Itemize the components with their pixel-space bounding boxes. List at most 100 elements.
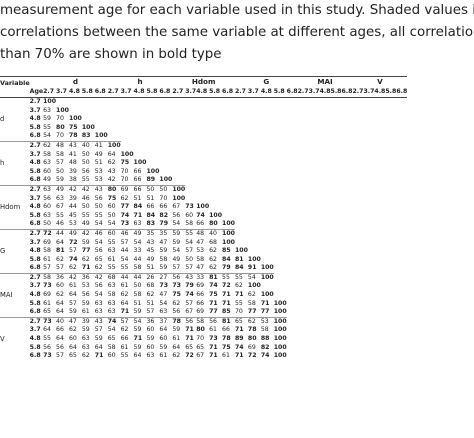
correlation-cell: 47 [159,238,168,246]
correlation-cell: 75 [209,291,218,299]
correlation-cell: 56 [185,316,197,327]
caption-line-2: correlations between the same variable a… [0,25,474,40]
correlation-cell: 55 [107,264,116,272]
correlation-cell: 81 [56,247,65,255]
age-cell: 2.7 [29,272,44,283]
correlation-cell: 66 [196,220,205,228]
correlation-cell: 81 [209,272,223,283]
table-row: 5.8 63 55 45 55 55 50 74 71 84 82 56 60 74 100 [0,212,407,221]
correlation-cell: 54 [94,220,103,228]
table-row: 3.7 58 58 41 50 49 64 100 [0,151,407,160]
correlation-cell: 58 [107,343,116,351]
correlation-cell: 100 [260,272,274,283]
age-cell: 5.8 [29,255,41,263]
correlation-cell: 74 [234,343,244,351]
correlation-cell: 44 [133,255,142,263]
variable-cell [0,176,30,185]
correlation-cell: 59 [133,326,142,334]
correlation-cell: 62 [120,291,129,299]
age-col-header: 3.7 [185,88,197,98]
correlation-cell: 48 [68,159,77,167]
correlation-cell: 57 [120,238,129,246]
correlation-cell: 60 [146,326,155,334]
correlation-cell: 66 [196,299,205,307]
correlation-cell: 59 [172,238,181,246]
table-body: 2.7 100 3.7 63 100 d 4.8 59 70 100 5.8 55 80 75 100 6.8… [0,98,407,361]
age-cell: 2.7 [29,98,41,105]
table-row: 5.8 61 62 74 62 65 61 54 44 49 58 49 50 58 62 84 81 100 [0,256,407,265]
correlation-cell: 58 [247,299,256,307]
correlation-cell: 61 [172,335,181,343]
age-col-header: 6.8 [94,88,108,98]
variable-cell [0,264,30,273]
correlation-cell: 57 [68,299,77,307]
correlation-cell: 62 [68,264,77,272]
correlation-cell: 71 [260,299,270,307]
correlation-cell: 60 [146,343,155,351]
correlation-cell: 62 [209,264,217,272]
correlation-cell: 59 [43,115,51,123]
correlation-cell: 58 [43,272,57,283]
correlation-cell: 58 [133,291,142,299]
correlation-cell: 41 [94,140,108,151]
variable-cell [0,239,30,248]
correlation-cell: 63 [81,335,90,343]
correlation-cell: 70 [196,335,205,343]
correlation-cell: 65 [107,335,116,343]
correlation-cell: 60 [107,352,116,360]
correlation-cell: 100 [273,352,287,360]
correlation-cell: 100 [273,316,287,327]
correlation-cell: 56 [94,247,103,255]
correlation-cell: 80 [107,184,121,195]
group-header-row: Variable d h Hdom G MAI V [0,76,408,89]
correlation-cell: 40 [209,228,223,239]
correlation-cell: 50 [94,203,103,211]
correlation-cell: 56 [43,343,51,351]
correlation-cell: 91 [247,264,257,272]
correlation-cell: 50 [107,211,116,219]
correlation-cell: 64 [159,326,168,334]
correlation-cell: 58 [56,150,64,158]
correlation-cell: 62 [209,255,217,263]
correlation-cell: 36 [146,316,160,327]
correlation-cell: 56 [172,272,186,283]
correlation-cell: 35 [146,228,160,239]
age-col-header: 2.7 [352,88,364,98]
correlation-cell: 62 [107,159,116,167]
correlation-cell: 70 [56,115,64,123]
correlation-cell: 43 [94,184,108,195]
correlation-cell: 61 [120,282,129,290]
age-col-header: 5.8 [385,88,397,98]
correlation-cell: 82 [260,343,270,351]
table-row: 3.7 63 100 [0,107,407,116]
correlation-cell: 49 [146,255,155,263]
age-cell: 2.7 [29,228,44,239]
correlation-cell: 42 [81,228,95,239]
correlation-cell: 56 [43,194,51,202]
correlation-cell: 73 [185,203,194,211]
correlation-cell: 49 [43,176,51,184]
correlation-cell: 79 [159,220,169,228]
correlation-cell: 69 [247,343,256,351]
correlation-cell: 77 [209,308,218,316]
age-cell: 3.7 [29,194,41,202]
correlation-cell: 71 [94,352,104,360]
correlation-cell: 54 [120,255,129,263]
correlation-cell: 54 [94,238,103,246]
correlation-cell: 54 [172,220,181,228]
correlation-cell: 64 [56,299,64,307]
correlation-cell: 61 [159,352,168,360]
correlation-cell: 71 [185,335,194,343]
variable-cell [0,107,30,116]
correlation-cell: 63 [146,352,155,360]
correlation-cell: 60 [185,211,194,219]
correlation-cell: 80 [56,123,65,131]
correlation-cell: 100 [260,264,274,272]
correlation-cell: 46 [94,228,108,239]
correlation-cell: 47 [196,264,205,272]
age-col-header: 3.7 [363,88,375,98]
correlation-cell: 62 [94,264,103,272]
correlation-cell: 49 [56,184,69,195]
correlation-cell: 58 [43,150,51,158]
age-cell: 5.8 [29,211,41,219]
